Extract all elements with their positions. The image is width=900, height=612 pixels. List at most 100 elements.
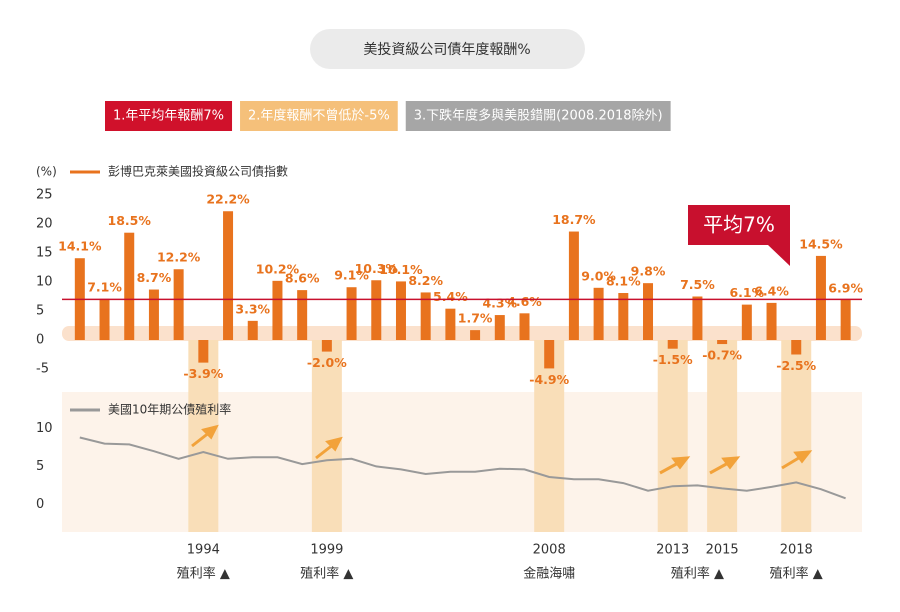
bar — [223, 211, 234, 340]
value-label: -4.9% — [529, 372, 569, 387]
arrows — [191, 424, 813, 475]
y-tick-label: 20 — [36, 217, 53, 232]
value-label: 10.3% — [355, 261, 399, 276]
value-label: 9.0% — [581, 268, 616, 283]
y-tick-label: -5 — [36, 362, 49, 377]
bar — [643, 283, 654, 340]
bar — [470, 330, 481, 340]
average-label: 平均7% — [703, 213, 775, 237]
x-note: 金融海嘯 — [523, 566, 575, 582]
bar — [148, 289, 159, 340]
value-label: -3.9% — [183, 366, 223, 381]
y-tick-label: 10 — [36, 275, 53, 290]
y-tick-label: 10 — [36, 421, 53, 436]
value-label: 14.5% — [799, 236, 843, 251]
highlight-column — [707, 340, 738, 532]
bar — [371, 280, 382, 340]
bar — [445, 308, 456, 340]
y-tick-label: 0 — [36, 333, 44, 348]
arrow-head — [201, 424, 219, 440]
x-tick-label: 2013 — [656, 543, 689, 558]
value-label: -2.0% — [307, 355, 347, 370]
bar — [568, 231, 579, 340]
bar — [667, 340, 678, 349]
y-axis-label: (%) — [36, 165, 57, 179]
value-label: 8.7% — [137, 270, 172, 285]
value-label: 6.1% — [729, 285, 764, 300]
y-tick-label: 5 — [36, 459, 44, 474]
arrow-head — [671, 456, 691, 470]
bar — [593, 287, 604, 340]
highlight-column — [534, 340, 565, 532]
x-note: 殖利率 ▲ — [671, 566, 724, 582]
bar — [346, 287, 357, 340]
value-label: -0.7% — [702, 348, 742, 363]
highlight-text: 3.下跌年度多與美股錯開(2008.2018除外) — [414, 108, 663, 124]
title-pill — [310, 29, 585, 69]
bar — [618, 293, 629, 340]
bar — [544, 340, 555, 369]
y-tick-label: 5 — [36, 304, 44, 319]
value-label: 1.7% — [458, 311, 493, 326]
bar — [247, 320, 258, 340]
average-pointer — [768, 245, 790, 266]
value-label: -2.5% — [776, 358, 816, 373]
value-label: 8.6% — [285, 271, 320, 286]
value-label: 4.6% — [507, 294, 542, 309]
bar — [494, 315, 505, 340]
bar — [766, 302, 777, 340]
chart-title: 美投資級公司債年度報酬% — [363, 42, 530, 58]
y-tick-label: 15 — [36, 246, 53, 261]
legend-label: 彭博巴克萊美國投資級公司債指數 — [108, 164, 288, 179]
bar — [420, 292, 431, 340]
bar — [321, 340, 332, 352]
value-label: 9.1% — [334, 268, 369, 283]
value-label: 3.3% — [235, 301, 270, 316]
value-label: 7.5% — [680, 277, 715, 292]
x-note: 殖利率 ▲ — [300, 566, 353, 582]
x-tick-label: 2008 — [533, 543, 566, 558]
x-tick-label: 1994 — [187, 543, 220, 558]
value-label: 18.5% — [108, 213, 152, 228]
highlight-tag — [105, 101, 233, 131]
bar — [692, 296, 703, 340]
arrow-head — [721, 456, 741, 470]
arrow-head — [793, 450, 813, 464]
bar — [272, 280, 283, 340]
bar — [395, 281, 406, 340]
zero-band — [62, 326, 862, 341]
value-label: 6.9% — [828, 280, 863, 295]
legend-label: 美國10年期公債殖利率 — [108, 402, 231, 417]
value-label: 7.1% — [87, 279, 122, 294]
value-label: 6.4% — [754, 283, 789, 298]
arrow-head — [325, 436, 343, 452]
highlight-column — [657, 340, 688, 532]
value-label: 14.1% — [58, 239, 102, 254]
highlight-text: 1.年平均年報酬7% — [113, 109, 224, 124]
value-label: 5.4% — [433, 289, 468, 304]
value-label: 12.2% — [157, 250, 201, 265]
value-label: 10.1% — [379, 262, 423, 277]
highlight-tag — [240, 101, 398, 131]
bar — [99, 298, 110, 340]
y-tick-label: 25 — [36, 188, 53, 203]
x-tick-label: 2015 — [706, 543, 739, 558]
bar — [124, 232, 135, 340]
x-tick-label: 2018 — [780, 543, 813, 558]
value-label: 9.8% — [631, 264, 666, 279]
bar — [741, 304, 752, 340]
highlight-tag — [405, 101, 671, 131]
value-label: 22.2% — [206, 192, 250, 207]
bar — [198, 340, 209, 363]
bar — [519, 313, 530, 340]
value-label: 8.1% — [606, 274, 641, 289]
bar — [173, 269, 184, 340]
highlight-text: 2.年度報酬不曾低於-5% — [248, 108, 390, 124]
bar — [840, 299, 851, 340]
value-label: 18.7% — [552, 212, 596, 227]
x-note: 殖利率 ▲ — [770, 566, 823, 582]
average-callout — [688, 205, 790, 245]
x-note: 殖利率 ▲ — [177, 566, 230, 582]
bar — [791, 340, 802, 355]
